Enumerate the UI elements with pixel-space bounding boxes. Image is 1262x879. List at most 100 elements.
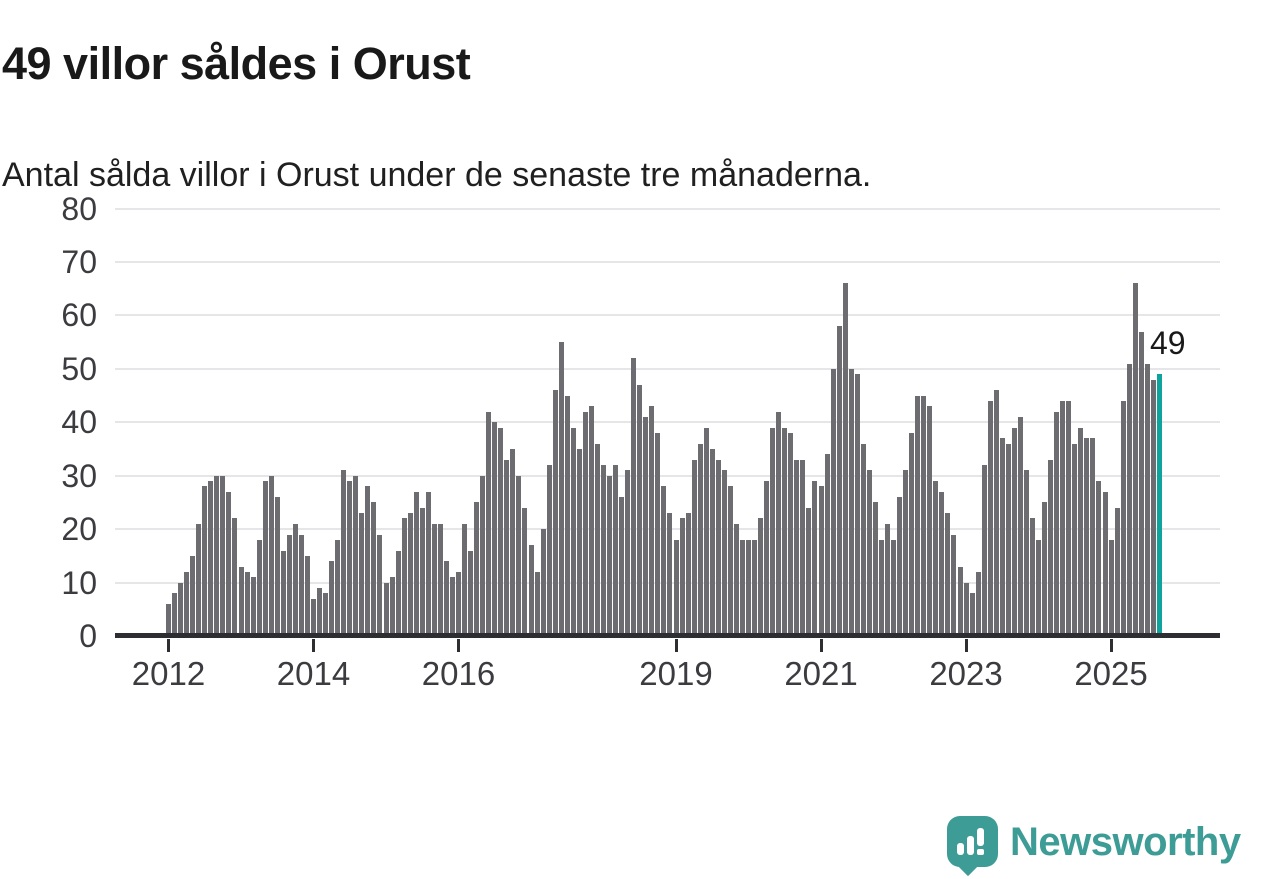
bar — [951, 535, 957, 636]
bar — [1017, 417, 1023, 636]
bar — [449, 577, 455, 636]
bar — [184, 572, 190, 636]
bar — [709, 449, 715, 636]
bar — [341, 470, 347, 636]
gridline — [115, 261, 1220, 264]
bar — [794, 460, 800, 636]
bar — [220, 476, 226, 636]
bar — [196, 524, 202, 636]
bar — [431, 524, 437, 636]
bar — [921, 396, 927, 636]
bar — [365, 486, 371, 636]
bar — [172, 593, 178, 636]
bar — [437, 524, 443, 636]
bar — [715, 460, 721, 636]
bar — [860, 444, 866, 636]
bar — [208, 481, 214, 636]
bar — [758, 518, 764, 636]
bar — [697, 444, 703, 636]
bar — [842, 283, 848, 636]
bar — [504, 460, 510, 636]
bar — [1011, 428, 1017, 636]
bar — [1132, 283, 1138, 636]
bar — [975, 572, 981, 636]
y-tick-label: 80 — [61, 190, 97, 227]
y-tick-label: 50 — [61, 350, 97, 387]
bar — [546, 465, 552, 636]
bar — [866, 470, 872, 636]
bar — [1042, 502, 1048, 636]
bar — [770, 428, 776, 636]
bar — [649, 406, 655, 636]
bar — [389, 577, 395, 636]
bar — [298, 535, 304, 636]
x-tick-label: 2012 — [131, 655, 206, 692]
x-tick — [457, 639, 461, 652]
bar — [788, 433, 794, 636]
bar — [1078, 428, 1084, 636]
bar — [703, 428, 709, 636]
bar-current-period — [1156, 374, 1162, 636]
y-tick-label: 30 — [61, 457, 97, 494]
bar — [413, 492, 419, 636]
last-value-label: 49 — [1150, 325, 1186, 361]
bar — [812, 481, 818, 636]
y-tick-label: 60 — [61, 297, 97, 334]
bar — [425, 492, 431, 636]
bar — [601, 465, 607, 636]
bar — [1126, 364, 1132, 636]
bar — [999, 438, 1005, 636]
bar — [727, 486, 733, 636]
bar — [1114, 508, 1120, 636]
bar — [733, 524, 739, 636]
gridline — [115, 207, 1220, 210]
page-title: 49 villor såldes i Orust — [2, 38, 471, 90]
bar — [806, 508, 812, 636]
bar — [1005, 444, 1011, 636]
bar — [190, 556, 196, 636]
gridline — [115, 421, 1220, 424]
bar — [594, 444, 600, 636]
bar — [401, 518, 407, 636]
bar — [613, 465, 619, 636]
x-tick-label: 2016 — [421, 655, 496, 692]
x-tick — [964, 639, 968, 652]
bar — [202, 486, 208, 636]
bar — [588, 406, 594, 636]
bar — [625, 470, 631, 636]
logo-chart-bar-icon — [957, 843, 964, 855]
bar — [746, 540, 752, 636]
y-tick-label: 10 — [61, 564, 97, 601]
bar — [673, 540, 679, 636]
bar — [963, 583, 969, 636]
bar — [1144, 364, 1150, 636]
bar — [1060, 401, 1066, 636]
bar — [552, 390, 558, 636]
bar — [993, 390, 999, 636]
bar — [1023, 470, 1029, 636]
bar — [818, 486, 824, 636]
bar — [359, 513, 365, 636]
x-tick — [819, 639, 823, 652]
bar — [178, 583, 184, 636]
bar — [292, 524, 298, 636]
bar — [232, 518, 238, 636]
bar — [250, 577, 256, 636]
bar — [468, 551, 474, 636]
bar — [516, 476, 522, 636]
bar — [969, 593, 975, 636]
bar — [371, 502, 377, 636]
bar — [1072, 444, 1078, 636]
bar — [782, 428, 788, 636]
bar — [1120, 401, 1126, 636]
bar — [1090, 438, 1096, 636]
bar — [909, 433, 915, 636]
bar — [915, 396, 921, 636]
bar — [1102, 492, 1108, 636]
x-axis-baseline — [115, 633, 1220, 638]
bar — [480, 476, 486, 636]
bar — [353, 476, 359, 636]
bar — [631, 358, 637, 636]
y-tick-label: 40 — [61, 404, 97, 441]
bar — [395, 551, 401, 636]
